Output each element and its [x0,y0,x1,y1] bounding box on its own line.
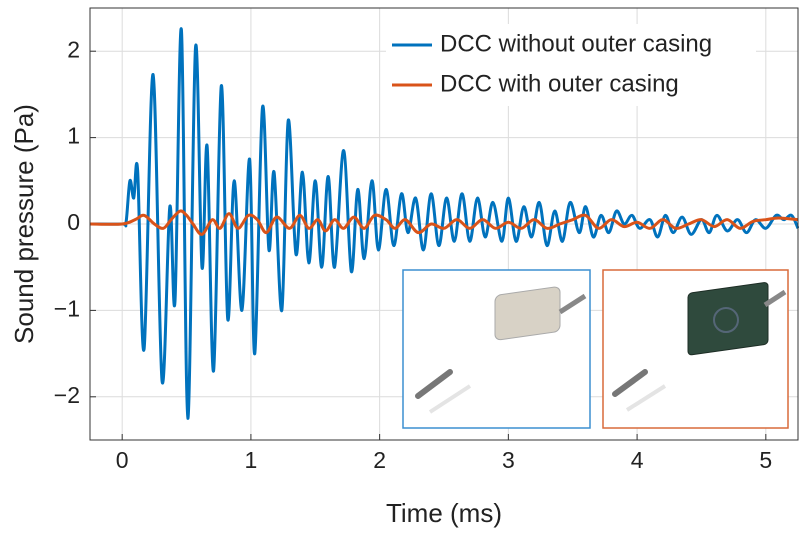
plot-lines [89,27,799,420]
device [687,282,769,356]
y-tick-label: 1 [67,123,80,149]
port [713,307,739,333]
rod [763,289,787,308]
y-tick-label: −1 [54,295,80,321]
y-axis-label: Sound pressure (Pa) [9,104,39,344]
x-axis-label: Time (ms) [386,498,502,528]
labels: Time (ms) Sound pressure (Pa) [9,104,502,528]
x-tick-label: 2 [373,447,386,473]
legend-label: DCC with outer casing [440,70,679,97]
shadow [625,384,667,412]
inset-left [402,269,591,429]
x-tick-label: 1 [245,447,258,473]
rod [558,293,587,315]
device [494,286,561,341]
x-tick-label: 3 [502,447,515,473]
inset-right [602,269,789,429]
legend-box [386,24,756,106]
series-line [89,209,799,236]
series-line [89,27,799,420]
y-tick-label: 2 [67,36,80,62]
y-tick-label: −2 [54,382,80,408]
inset-frame [402,269,591,429]
x-tick-label: 5 [759,447,772,473]
legend-label: DCC without outer casing [440,30,712,57]
microphone [612,369,648,397]
plot-frame [89,7,799,441]
legend: DCC without outer casing DCC with outer c… [386,24,756,106]
microphone [415,369,453,399]
x-tick-label: 4 [631,447,644,473]
shadow [428,384,472,414]
y-tick-label: 0 [67,209,80,235]
x-tick-label: 0 [116,447,129,473]
